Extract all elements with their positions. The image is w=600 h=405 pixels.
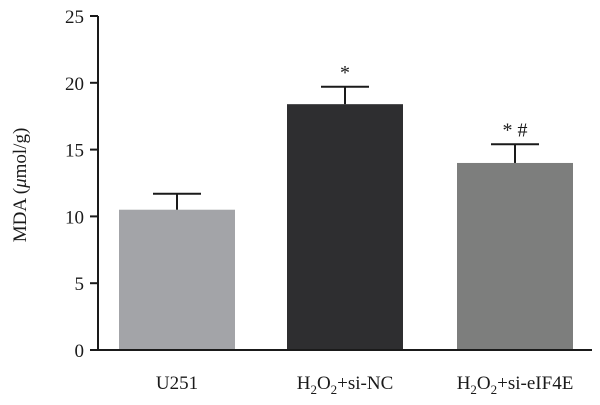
y-tick-label-15: 15 [65,141,84,162]
y-axis-label: MDA (μmol/g) [10,128,31,243]
y-tick-label-0: 0 [75,341,85,362]
x-tick-label-2: H2O2+si-eIF4E [457,373,574,397]
significance-label-2: * # [503,119,528,141]
bar-2 [457,162,573,350]
y-tick-label-20: 20 [65,74,84,95]
x-tick-label-1: H2O2+si-NC [297,373,394,397]
significance-label-1: * [340,62,350,84]
x-tick-label-0: U251 [156,373,198,394]
plot-area: * * # 0 5 10 15 20 25 U251 H2O2+si-NC H2O2+si-eIF4… [10,7,592,397]
bar-0 [119,209,235,350]
bar-1 [287,104,403,351]
y-tick-label-25: 25 [65,7,84,28]
y-tick-label-10: 10 [65,207,84,228]
y-tick-label-5: 5 [75,274,85,295]
